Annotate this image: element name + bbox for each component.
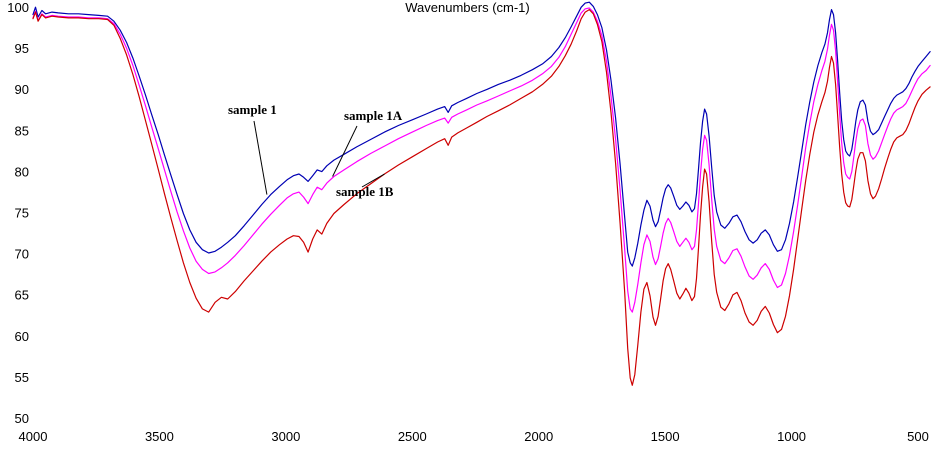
series-annotation-label: sample 1B — [336, 184, 394, 199]
y-tick-label: 95 — [15, 41, 29, 56]
x-tick-label: 1500 — [651, 429, 680, 444]
x-tick-label: 4000 — [19, 429, 48, 444]
series-annotation-label: sample 1A — [344, 108, 403, 123]
leader-line — [361, 173, 385, 188]
y-tick-label: 70 — [15, 247, 29, 262]
y-tick-label: 75 — [15, 206, 29, 221]
x-tick-label: 1000 — [777, 429, 806, 444]
series-path-sample-1A — [32, 7, 931, 313]
series-path-sample-1 — [32, 1, 931, 267]
y-tick-label: 60 — [15, 329, 29, 344]
x-tick-label: 500 — [907, 429, 929, 444]
y-tick-label: 85 — [15, 123, 29, 138]
x-tick-label: 3500 — [145, 429, 174, 444]
series-annotation-label: sample 1 — [228, 102, 277, 117]
y-tick-label: 80 — [15, 164, 29, 179]
y-tick-label: 55 — [15, 370, 29, 385]
y-tick-label: 50 — [15, 411, 29, 426]
x-axis-title: Wavenumbers (cm-1) — [405, 0, 530, 15]
x-tick-label: 2500 — [398, 429, 427, 444]
x-tick-label: 2000 — [524, 429, 553, 444]
y-tick-label: 65 — [15, 288, 29, 303]
x-tick-label: 3000 — [271, 429, 300, 444]
series-path-sample-1B — [32, 9, 931, 386]
y-tick-label: 100 — [7, 0, 29, 15]
y-tick-label: 90 — [15, 82, 29, 97]
leader-line — [332, 125, 358, 177]
leader-line — [253, 120, 268, 195]
